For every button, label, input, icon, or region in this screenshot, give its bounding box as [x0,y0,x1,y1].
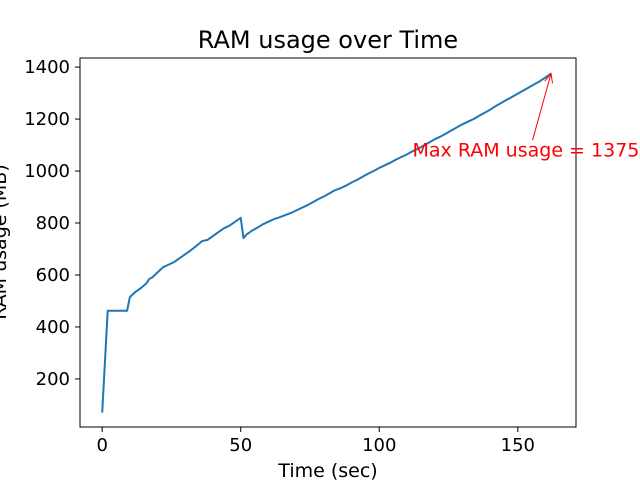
x-axis-label: Time (sec) [277,460,377,480]
x-axis-ticks: 0 50 100 150 [96,427,535,456]
plot-content [101,72,552,413]
y-tick-label: 800 [36,213,70,234]
annotation-text: Max RAM usage = 1375 [413,139,640,161]
x-tick-label: 50 [229,435,252,456]
y-tick-label: 1000 [24,161,70,182]
annotation-arrow-head [544,72,553,84]
annotation-layer: Max RAM usage = 1375 [413,72,640,161]
y-tick-label: 400 [36,317,70,338]
x-tick-label: 100 [362,435,396,456]
y-axis-label: RAM usage (MB) [0,164,11,320]
y-tick-label: 600 [36,265,70,286]
y-tick-label: 1400 [24,57,70,78]
y-tick-label: 1200 [24,109,70,130]
chart-title: RAM usage over Time [198,26,458,54]
x-tick-label: 150 [501,435,535,456]
x-tick-label: 0 [96,435,107,456]
annotation-arrow-shaft [532,73,552,141]
y-tick-label: 200 [36,369,70,390]
plot-frame [79,57,577,428]
y-axis-ticks: 200 400 600 800 1000 1200 1400 [24,57,80,390]
series-line [101,72,552,413]
